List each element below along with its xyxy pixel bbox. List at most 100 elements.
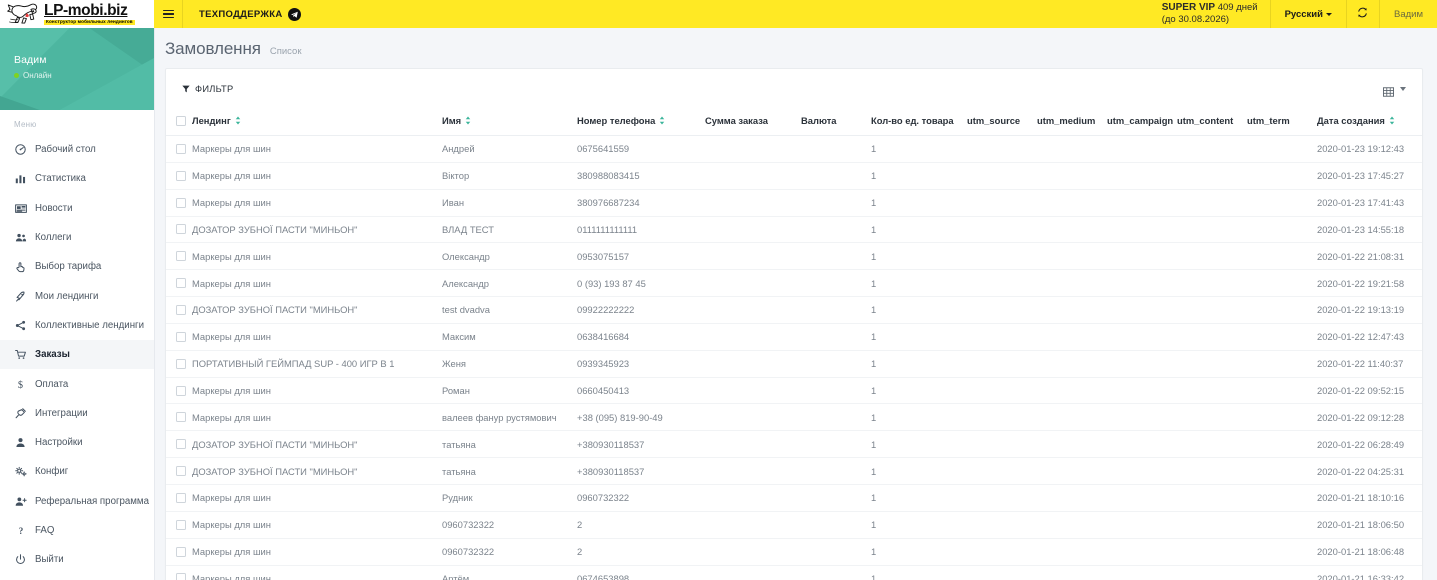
table-row[interactable]: ПОРТАТИВНЫЙ ГЕЙМПАД SUP - 400 ИГР В 1 Жен… [166, 350, 1422, 378]
table-row[interactable]: Маркеры для шин Александр 0 (93) 193 87 45… [166, 269, 1422, 298]
table-row[interactable]: Маркеры для шин Артём 0674653898 1 2020-01-2… [166, 565, 1422, 580]
row-checkbox[interactable] [176, 519, 186, 530]
support-link[interactable]: ТЕХПОДДЕРЖКА [183, 0, 317, 28]
table-row[interactable]: Маркеры для шин Иван 380976687234 1 2020-01-… [166, 189, 1422, 217]
table-row[interactable]: ДОЗАТОР ЗУБНОЇ ПАСТИ "МИНЬОН" test dvadva… [166, 296, 1422, 324]
sort-toggle-icon[interactable] [659, 116, 665, 125]
cell-utm_source [967, 323, 1037, 351]
sidebar-item-12[interactable]: Реферальная программа [0, 487, 154, 516]
row-select-cell [166, 189, 192, 217]
sidebar-item-1[interactable]: Статистика [0, 164, 154, 193]
table-row[interactable]: Маркеры для шин 0960732322 2 1 2020-01-21 18… [166, 538, 1422, 566]
cell-name: test dvadva [442, 296, 577, 324]
column-header-name[interactable]: Имя [442, 109, 577, 136]
cell-utm_term [1247, 162, 1317, 190]
select-all-checkbox[interactable] [176, 115, 186, 126]
sidebar-item-5[interactable]: Мои лендинги [0, 281, 154, 310]
table-row[interactable]: Маркеры для шин Максим 0638416684 1 2020-01-… [166, 323, 1422, 351]
cell-sum [705, 162, 801, 190]
row-checkbox[interactable] [176, 385, 186, 396]
sidebar-item-label: Конфиг [35, 466, 69, 478]
row-checkbox[interactable] [176, 546, 186, 557]
column-header-label: Имя [442, 115, 462, 126]
column-header-landing[interactable]: Лендинг [192, 109, 442, 136]
cell-utm_source [967, 377, 1037, 405]
sidebar-item-3[interactable]: Коллеги [0, 223, 154, 252]
column-visibility-toggle[interactable] [1383, 84, 1408, 97]
row-checkbox[interactable] [176, 358, 186, 369]
cell-utm_campaign [1107, 538, 1177, 566]
table-row[interactable]: Маркеры для шин Андрей 0675641559 1 2020-01-… [166, 135, 1422, 163]
topbar-user-menu[interactable]: Вадим [1380, 0, 1437, 28]
cell-created: 2020-01-22 09:52:15 [1317, 377, 1422, 405]
table-row[interactable]: ДОЗАТОР ЗУБНОЇ ПАСТИ "МИНЬОН" татьяна +380… [166, 430, 1422, 459]
row-select-cell [166, 457, 192, 485]
sidebar-item-8[interactable]: $ Оплата [0, 369, 154, 398]
cell-utm_term [1247, 565, 1317, 580]
cart-icon [14, 349, 27, 360]
cell-utm_source [967, 242, 1037, 271]
column-header-created[interactable]: Дата создания [1317, 109, 1422, 136]
filter-button[interactable]: ФИЛЬТР [182, 84, 233, 94]
row-checkbox[interactable] [176, 143, 186, 154]
svg-text:$: $ [18, 380, 23, 390]
table-row[interactable]: Маркеры для шин валеев фанур рустямович +3… [166, 403, 1422, 432]
cell-utm_content [1177, 189, 1247, 217]
funnel-icon [182, 85, 190, 93]
table-row[interactable]: ДОЗАТОР ЗУБНОЇ ПАСТИ "МИНЬОН" ВЛАД ТЕСТ 01… [166, 216, 1422, 244]
row-checkbox[interactable] [176, 412, 186, 423]
column-header-label: Сумма заказа [705, 115, 768, 126]
sort-toggle-icon[interactable] [235, 116, 241, 125]
sort-toggle-icon[interactable] [465, 116, 471, 125]
row-checkbox[interactable] [176, 197, 186, 208]
topbar-user-name: Вадим [1393, 8, 1423, 20]
sidebar-item-11[interactable]: Конфиг [0, 457, 154, 486]
sidebar-item-4[interactable]: Выбор тарифа [0, 252, 154, 281]
row-checkbox[interactable] [176, 224, 186, 235]
sidebar-item-6[interactable]: Коллективные лендинги [0, 311, 154, 340]
refresh-button[interactable] [1345, 0, 1380, 28]
sidebar-item-2[interactable]: Новости [0, 194, 154, 223]
cell-qty: 1 [871, 484, 967, 512]
sidebar-user-panel: Вадим Онлайн [0, 28, 154, 110]
row-select-cell [166, 242, 192, 271]
row-checkbox[interactable] [176, 278, 186, 289]
language-selector[interactable]: Русский [1269, 0, 1346, 28]
row-checkbox[interactable] [176, 304, 186, 315]
row-checkbox[interactable] [176, 170, 186, 181]
table-row[interactable]: Маркеры для шин 0960732322 2 1 2020-01-21 18… [166, 511, 1422, 539]
cell-created: 2020-01-22 11:40:37 [1317, 350, 1422, 378]
row-checkbox[interactable] [176, 492, 186, 503]
row-select-cell [166, 484, 192, 512]
cell-utm_campaign [1107, 162, 1177, 190]
table-row[interactable]: ДОЗАТОР ЗУБНОЇ ПАСТИ "МИНЬОН" татьяна +380… [166, 457, 1422, 485]
sidebar-item-13[interactable]: ? FAQ [0, 516, 154, 545]
row-checkbox[interactable] [176, 439, 186, 450]
brand-logo[interactable]: LP-mobi.biz Конструктор мобильных лендин… [0, 0, 155, 28]
sidebar-item-9[interactable]: Интеграции [0, 399, 154, 428]
sidebar-item-10[interactable]: Настройки [0, 428, 154, 457]
cell-utm_content [1177, 538, 1247, 566]
row-checkbox[interactable] [176, 573, 186, 580]
table-row[interactable]: Маркеры для шин Віктор 380988083415 1 2020-0… [166, 162, 1422, 190]
sidebar-toggle-button[interactable] [155, 0, 183, 28]
sidebar-item-14[interactable]: Выйти [0, 545, 154, 574]
cell-landing: ДОЗАТОР ЗУБНОЇ ПАСТИ "МИНЬОН" [192, 430, 442, 459]
column-header-label: Дата создания [1317, 115, 1385, 126]
vip-days-label: 409 дней [1217, 1, 1258, 13]
cell-currency [801, 538, 871, 566]
column-header-phone[interactable]: Номер телефона [577, 109, 705, 136]
table-row[interactable]: Маркеры для шин Роман 0660450413 1 2020-01-2… [166, 377, 1422, 405]
sort-toggle-icon[interactable] [1389, 116, 1395, 125]
sidebar-item-7[interactable]: Заказы [0, 340, 154, 370]
row-checkbox[interactable] [176, 466, 186, 477]
row-checkbox[interactable] [176, 251, 186, 262]
cell-phone: 0675641559 [577, 135, 705, 163]
table-row[interactable]: Маркеры для шин Олександр 0953075157 1 2020-… [166, 242, 1422, 271]
top-bar: LP-mobi.biz Конструктор мобильных лендин… [0, 0, 1437, 28]
cell-utm_content [1177, 403, 1247, 432]
table-row[interactable]: Маркеры для шин Рудник 0960732322 1 2020-01-… [166, 484, 1422, 512]
sidebar-item-0[interactable]: Рабочий стол [0, 135, 154, 164]
dashboard-icon [14, 144, 27, 155]
row-checkbox[interactable] [176, 331, 186, 342]
